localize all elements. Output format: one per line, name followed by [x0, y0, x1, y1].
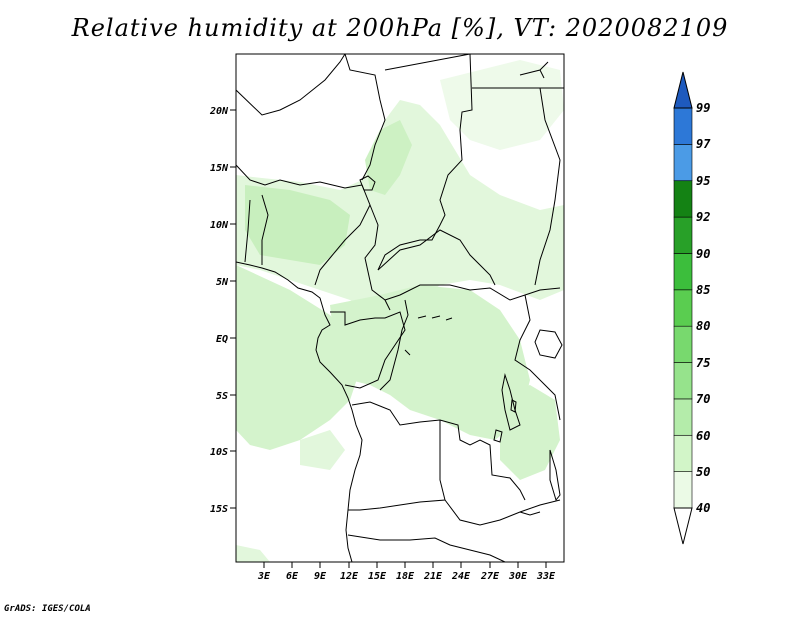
car-drc-border [384, 284, 561, 301]
lon-label-30e: 30E [508, 571, 528, 582]
uganda-kenya-border [514, 294, 561, 421]
grads-credit: GrADS: IGES/COLA [4, 604, 91, 614]
lon-label-18e: 18E [396, 571, 415, 582]
cb-label-80: 80 [696, 319, 710, 333]
humidity-shading [236, 60, 564, 562]
cb-label-99: 99 [696, 101, 710, 115]
cb-label-97: 97 [696, 137, 711, 151]
colorbar-top-arrow [673, 71, 693, 109]
lake-victoria [534, 329, 563, 359]
benin-togo-border [244, 194, 269, 265]
libya-algeria-border [236, 54, 346, 116]
angola-zambia-border [348, 420, 446, 511]
lat-label-10n: 10N [210, 220, 229, 231]
lat-label-5s: 5S [216, 391, 228, 402]
lat-label-10s: 10S [210, 447, 228, 458]
colorbar-segment-97 [673, 107, 693, 145]
congo-drc-river [379, 299, 409, 391]
zambia-south [444, 499, 561, 526]
lon-label-27e: 27E [480, 571, 500, 582]
lon-labels: 3E 6E 9E 12E 15E 18E 21E 24E 27E 30E 33E [257, 571, 556, 582]
colorbar-segment-90 [673, 216, 693, 254]
lon-label-12e: 12E [340, 571, 359, 582]
drc-angola-border [351, 401, 526, 501]
colorbar-segment-60 [673, 398, 693, 436]
colorbar-segment-92 [673, 180, 693, 218]
chad-sudan-border [377, 54, 473, 271]
niger-nigeria-border [236, 164, 363, 189]
humidity-area-southwest [236, 545, 270, 562]
lake-chad [359, 175, 376, 191]
niger-chad-border [344, 54, 386, 181]
humidity-area-east [500, 385, 560, 480]
lat-ticks [230, 109, 236, 509]
colorbar-segment-50 [673, 434, 693, 472]
lon-label-24e: 24E [451, 571, 471, 582]
lon-label-33e: 33E [536, 571, 556, 582]
lon-label-21e: 21E [423, 571, 443, 582]
lake-mweru [493, 429, 503, 443]
car-chad-border [377, 229, 496, 286]
cb-label-95: 95 [696, 174, 710, 188]
west-africa-coast [236, 261, 363, 562]
colorbar-segments [673, 107, 693, 509]
colorbar-bottom-arrow [673, 507, 693, 545]
cb-label-70: 70 [696, 392, 710, 406]
south-zambezi [519, 511, 541, 516]
colorbar-segment-80 [673, 289, 693, 327]
egypt-coast [519, 61, 549, 79]
gabon-congo-border [330, 311, 406, 389]
country-borders [236, 54, 564, 562]
humidity-area-congo [330, 285, 530, 440]
lon-label-15e: 15E [368, 571, 387, 582]
colorbar-segment-95 [673, 144, 693, 182]
humidity-area-chad-streak [365, 120, 412, 195]
lat-label-20n: 20N [209, 106, 229, 117]
lake-malawi [549, 449, 561, 502]
cb-label-92: 92 [696, 210, 710, 224]
humidity-area-west-coast [236, 265, 360, 450]
cb-label-90: 90 [696, 247, 710, 261]
humidity-area-nigeria [245, 185, 350, 265]
lat-label-15s: 15S [210, 504, 228, 515]
lon-label-3e: 3E [257, 571, 271, 582]
chart-title: Relative humidity at 200hPa [%], VT: 202… [71, 14, 729, 42]
colorbar-labels: 40 50 60 70 75 80 85 90 92 95 97 99 [696, 101, 711, 515]
cb-label-40: 40 [696, 501, 710, 515]
humidity-area-south [300, 430, 345, 470]
lat-labels: 20N 15N 10N 5N EQ 5S 10S 15S [209, 106, 229, 515]
lake-tanganyika [501, 373, 521, 431]
lat-label-eq: EQ [216, 334, 228, 345]
lake-kivu [510, 399, 517, 413]
colorbar-segment-40 [673, 471, 693, 509]
lon-label-6e: 6E [286, 571, 299, 582]
colorbar-segment-75 [673, 325, 693, 363]
cb-label-60: 60 [696, 429, 710, 443]
cb-label-85: 85 [696, 283, 710, 297]
humidity-area-northeast [440, 60, 564, 150]
map-frame [235, 53, 565, 563]
lat-label-15n: 15N [210, 163, 229, 174]
sudan-ethiopia-border [534, 87, 561, 286]
lat-label-5n: 5N [216, 277, 229, 288]
lon-label-9e: 9E [314, 571, 327, 582]
humidity-area-north-central [236, 100, 564, 330]
lon-ticks [263, 562, 547, 568]
colorbar: 40 50 60 70 75 80 85 90 92 95 97 99 [673, 71, 711, 545]
congo-lakes [404, 315, 453, 356]
cb-label-75: 75 [696, 356, 710, 370]
cb-label-50: 50 [696, 465, 710, 479]
colorbar-segment-85 [673, 253, 693, 291]
colorbar-segment-70 [673, 362, 693, 400]
namibia-border [347, 534, 506, 562]
